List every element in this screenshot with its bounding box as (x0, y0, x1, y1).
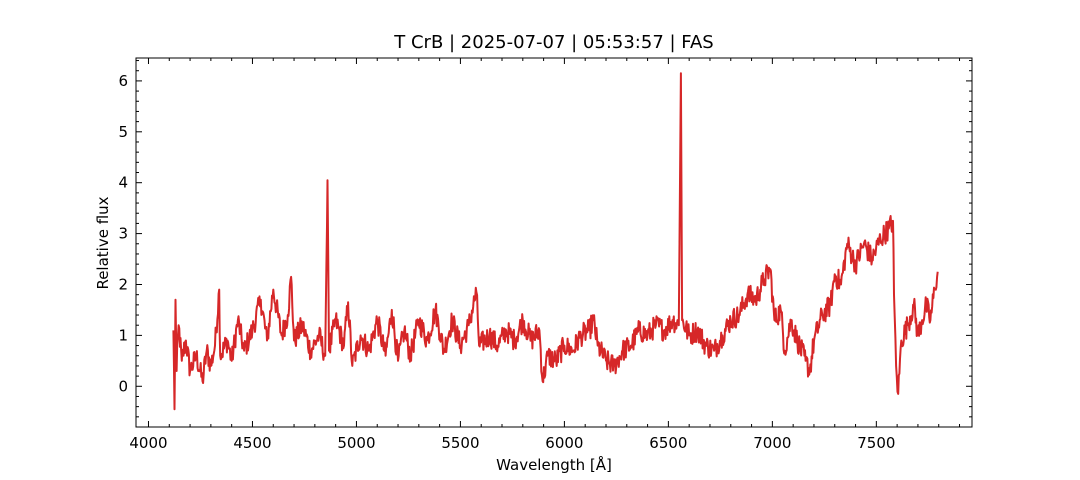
y-tick-label-3: 3 (118, 225, 128, 243)
x-tick-label-5000: 5000 (337, 434, 375, 452)
y-tick-label-4: 4 (118, 174, 128, 192)
plot-frame (135, 57, 973, 428)
plot-layer (172, 72, 939, 411)
y-tick-label-2: 2 (118, 275, 128, 293)
x-tick-label-7000: 7000 (753, 434, 791, 452)
x-tick-label-6500: 6500 (649, 434, 687, 452)
chart-title: T CrB | 2025-07-07 | 05:53:57 | FAS (393, 32, 713, 53)
x-tick-label-6000: 6000 (545, 434, 583, 452)
spectrum-line-0 (172, 72, 939, 411)
y-tick-label-5: 5 (118, 123, 128, 141)
y-tick-label-1: 1 (118, 326, 128, 344)
x-tick-label-4500: 4500 (233, 434, 271, 452)
x-tick-label-4000: 4000 (129, 434, 167, 452)
x-tick-label-5500: 5500 (441, 434, 479, 452)
x-tick-label-7500: 7500 (857, 434, 895, 452)
y-tick-label-0: 0 (118, 377, 128, 395)
y-tick-label-6: 6 (118, 72, 128, 90)
x-axis-label: Wavelength [Å] (496, 455, 612, 474)
y-axis-label: Relative flux (94, 196, 112, 289)
